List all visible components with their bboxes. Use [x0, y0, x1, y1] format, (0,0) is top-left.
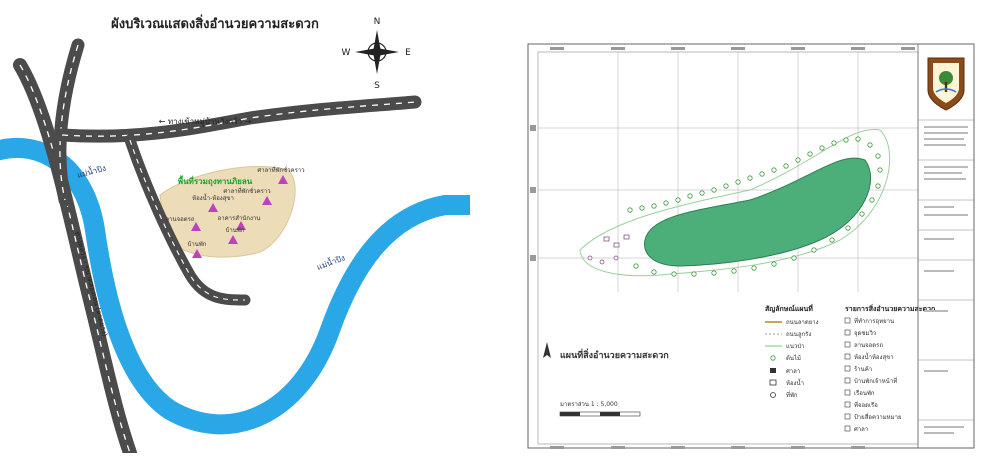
facility-symbols [587, 234, 630, 265]
legend-item: บ้านพักเจ้าหน้าที่ [854, 377, 897, 385]
legend-item: ต้นไม้ [786, 354, 801, 362]
legend-item: ลานจอดรถ [854, 342, 883, 349]
legend-item: ที่พัก [786, 391, 798, 399]
legend-item: ศาลา [786, 368, 800, 375]
facility-marker: ศาลาที่พักชั่วคราว [223, 187, 272, 205]
legend-item: ห้องน้ำ [786, 377, 804, 387]
map-scale-text: มาตราส่วน 1 : 5,000 [560, 401, 618, 408]
side-info-panel [917, 44, 974, 448]
river [0, 137, 480, 435]
facility-label: บ้านพัก [226, 227, 245, 234]
legend-item: ห้องน้ำห้องสุขา [854, 351, 894, 361]
lake [644, 157, 872, 267]
facility-marker: ห้องน้ำ-ห้องสุขา [192, 192, 234, 212]
facility-marker: ลานจอดรถ [165, 216, 201, 231]
road-network [13, 38, 422, 457]
compass-e: E [405, 48, 411, 58]
legend-item: ถนนลูกรัง [786, 331, 811, 338]
facility-marker: ศาลาที่พักชั่วคราว [257, 166, 305, 184]
legend-item: ที่จอดเรือ [854, 401, 878, 409]
map-title: ผังบริเวณแสดงสิ่งอำนวยความสะดวก [111, 14, 319, 32]
map-legend: สัญลักษณ์แผนที่ รายการสิ่งอำนวยความสะดวก… [765, 303, 935, 433]
facility-marker: บ้านพัก [188, 241, 207, 258]
compass-s: S [374, 81, 380, 91]
facility-label: ศาลาที่พักชั่วคราว [257, 166, 304, 174]
facility-marker: อาคารสำนักงาน [218, 215, 261, 230]
technical-map: สัญลักษณ์แผนที่ รายการสิ่งอำนวยความสะดวก… [520, 0, 984, 453]
facility-label: ห้องน้ำ-ห้องสุขา [192, 192, 234, 202]
area-label: พื้นที่รวมถุงทานภิยลน [178, 175, 253, 187]
map-title-block: แผนที่สิ่งอำนวยความสะดวก มาตราส่วน 1 : 5… [543, 342, 669, 417]
north-arrow-icon [543, 342, 551, 358]
tree-markers [627, 136, 883, 277]
compass-w: W [342, 48, 351, 58]
facility-label: อาคารสำนักงาน [218, 215, 261, 222]
river-label-2: แม่น้ำปิง [315, 251, 346, 271]
facility-label: บ้านพัก [188, 241, 207, 248]
legend-item: ศาลา [854, 426, 868, 433]
legend-item: ป้ายสื่อความหมาย [854, 413, 901, 421]
legend-title-facilities: รายการสิ่งอำนวยความสะดวก [845, 303, 935, 313]
facility-sketch-map: ผังบริเวณแสดงสิ่งอำนวยความสะดวก N S W E [0, 0, 480, 457]
legend-item: ร้านค้า [854, 366, 872, 373]
legend-item: จุดชมวิว [854, 330, 876, 337]
river-label-1: แม่น้ำปิง [76, 162, 107, 180]
map-title-text: แผนที่สิ่งอำนวยความสะดวก [560, 348, 669, 361]
legend-item: เรือนพัก [854, 389, 875, 397]
road-label: ← ทางเข้าหมู่บ้านวังกว้า → [159, 117, 252, 127]
facility-marker: บ้านพัก [226, 227, 245, 244]
legend-title-symbols: สัญลักษณ์แผนที่ [765, 303, 813, 313]
legend-item: ที่ทำการอุทยาน [854, 317, 894, 325]
facility-label: ลานจอดรถ [165, 216, 194, 223]
legend-item: ถนนลาดยาง [786, 319, 819, 326]
legend-item: แนวป่า [786, 343, 805, 350]
facility-label: ศาลาที่พักชั่วคราว [223, 187, 270, 195]
compass-icon: N S W E [342, 17, 412, 91]
compass-n: N [374, 17, 381, 27]
department-emblem-icon [927, 57, 965, 111]
